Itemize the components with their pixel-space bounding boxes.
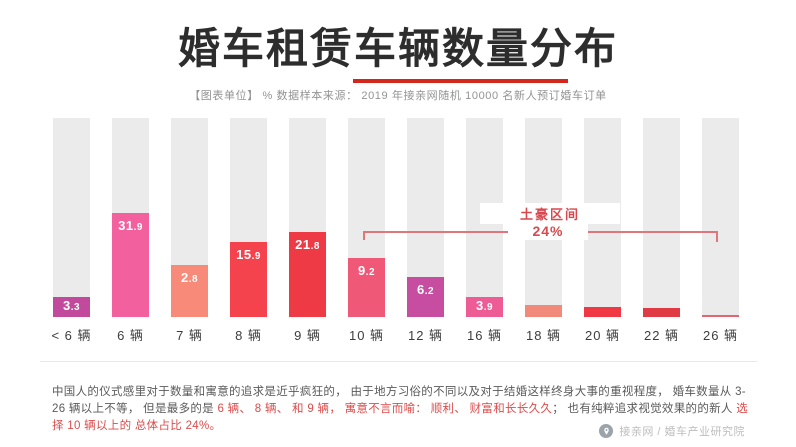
bar-value-label: 15.9 (236, 247, 261, 263)
chart-column: 15.9 8 辆 (230, 118, 267, 343)
bar: 31.9 (112, 213, 149, 317)
chart-column: 20 辆 (584, 118, 621, 343)
bar-value-label: 3.9 (475, 298, 494, 314)
chart-column: 31.9 6 辆 (112, 118, 149, 343)
category-label: 7 辆 (176, 328, 203, 343)
bar-value-label: 3.3 (62, 298, 81, 314)
bar: 3.9 (466, 297, 503, 317)
bar (643, 308, 680, 317)
footnote-segment: 选择 10 辆以上的 总体占比 24%。 (52, 402, 749, 432)
bar-value-label: 2.8 (180, 270, 199, 286)
category-label: 22 辆 (643, 328, 680, 343)
category-label: < 6 辆 (51, 328, 92, 343)
chart-column: 18 辆 (525, 118, 562, 343)
source-text: 接亲网 / 婚车产业研究院 (619, 426, 745, 438)
chart-column: 2.8 7 辆 (171, 118, 208, 343)
bar (702, 315, 739, 317)
location-pin-icon (599, 424, 614, 438)
bar: 3.3 (53, 297, 90, 317)
category-label: 8 辆 (235, 328, 262, 343)
bar-chart: 3.3 < 6 辆 31.9 6 辆 2.8 7 辆 15.9 8 辆 21.8 9 辆 9.2 10… (51, 118, 739, 343)
divider (40, 361, 757, 362)
bar: 2.8 (171, 265, 208, 317)
bar-value-label: 21.8 (295, 237, 320, 253)
bar-value-label: 6.2 (416, 282, 435, 298)
bar: 6.2 (407, 277, 444, 317)
source-attribution: 接亲网 / 婚车产业研究院 (599, 423, 745, 439)
bar: 21.8 (289, 232, 326, 317)
bar-value-label: 31.9 (118, 218, 143, 234)
category-label: 9 辆 (294, 328, 321, 343)
category-label: 12 辆 (407, 328, 444, 343)
title-underline (353, 79, 568, 83)
category-label: 26 辆 (702, 328, 739, 343)
chart-column: 3.9 16 辆 (466, 118, 503, 343)
category-label: 10 辆 (348, 328, 385, 343)
category-label: 6 辆 (117, 328, 144, 343)
footnote-segment: ； 也有纯粹追求视觉效果的的新人 (552, 402, 737, 415)
chart-column: 26 辆 (702, 118, 739, 343)
footnote-segment: 6 辆、 8 辆、 和 9 辆， 寓意不言而喻： 顺利、 财富和长长久久 (217, 402, 553, 415)
category-label: 16 辆 (466, 328, 503, 343)
category-label: 20 辆 (584, 328, 621, 343)
chart-column: 9.2 10 辆 (348, 118, 385, 343)
category-label: 18 辆 (525, 328, 562, 343)
bar-value-label: 9.2 (357, 263, 376, 279)
bar (584, 307, 621, 317)
chart-column: 22 辆 (643, 118, 680, 343)
footnote-text: 中国人的仪式感里对于数量和寓意的追求是近乎疯狂的， 由于地方习俗的不同以及对于结… (52, 384, 752, 435)
bar: 15.9 (230, 242, 267, 317)
page-title: 婚车租赁车辆数量分布 (177, 25, 618, 72)
chart-column: 6.2 12 辆 (407, 118, 444, 343)
bar (525, 305, 562, 317)
footnote-segment: 中国人的仪式感里对于数量和寓意的追求是近乎疯狂的， 由于地方习俗的不同以及对于结… (52, 385, 746, 415)
chart-column: 3.3 < 6 辆 (51, 118, 91, 343)
bar: 9.2 (348, 258, 385, 317)
chart-subtitle: 【图表单位】 % 数据样本来源： 2019 年接亲网随机 10000 名新人预订… (189, 90, 607, 102)
chart-column: 21.8 9 辆 (289, 118, 326, 343)
